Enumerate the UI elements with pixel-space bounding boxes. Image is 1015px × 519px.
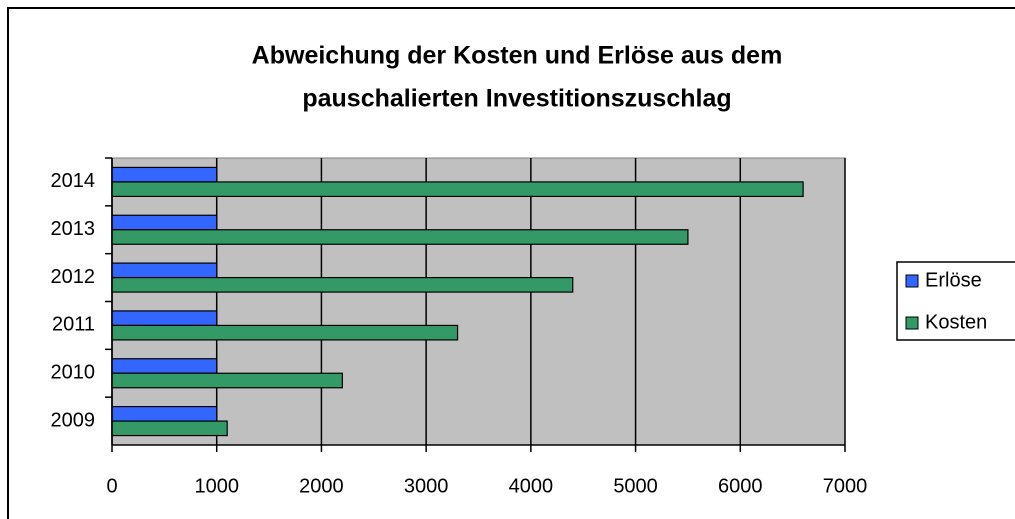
x-tick-label: 6000	[718, 475, 763, 497]
y-tick-label: 2010	[51, 362, 96, 384]
x-tick-label: 7000	[823, 475, 868, 497]
bar	[111, 214, 218, 231]
y-tick-label: 2011	[52, 314, 95, 336]
x-tick-label: 2000	[299, 475, 344, 497]
bar	[111, 372, 343, 389]
bar	[111, 229, 689, 245]
bar	[111, 166, 218, 183]
legend-label: Kosten	[925, 311, 987, 333]
bar	[111, 276, 574, 293]
x-tick-label: 5000	[613, 475, 658, 497]
bar	[111, 181, 804, 198]
x-tick-label: 0	[106, 475, 117, 497]
y-tick-label: 2013	[51, 218, 96, 240]
legend-swatch	[905, 316, 919, 330]
x-tick-label: 4000	[509, 475, 554, 497]
plot-area	[111, 157, 846, 446]
y-tick-label: 2014	[51, 170, 96, 192]
bar	[111, 420, 228, 437]
legend-swatch	[905, 274, 919, 288]
legend-label: Erlöse	[925, 269, 982, 291]
y-tick-label: 2012	[51, 266, 96, 288]
bar	[111, 324, 459, 341]
chart-title: pauschalierten Investitionszuschlag	[302, 85, 731, 113]
bar	[111, 358, 218, 374]
y-tick-label: 2009	[51, 409, 96, 431]
x-tick-label: 1000	[194, 475, 239, 497]
chart-title: Abweichung der Kosten und Erlöse aus dem	[252, 42, 783, 70]
bar	[111, 405, 218, 422]
x-tick-label: 3000	[404, 475, 449, 497]
bar	[111, 262, 218, 279]
bar	[111, 310, 218, 327]
